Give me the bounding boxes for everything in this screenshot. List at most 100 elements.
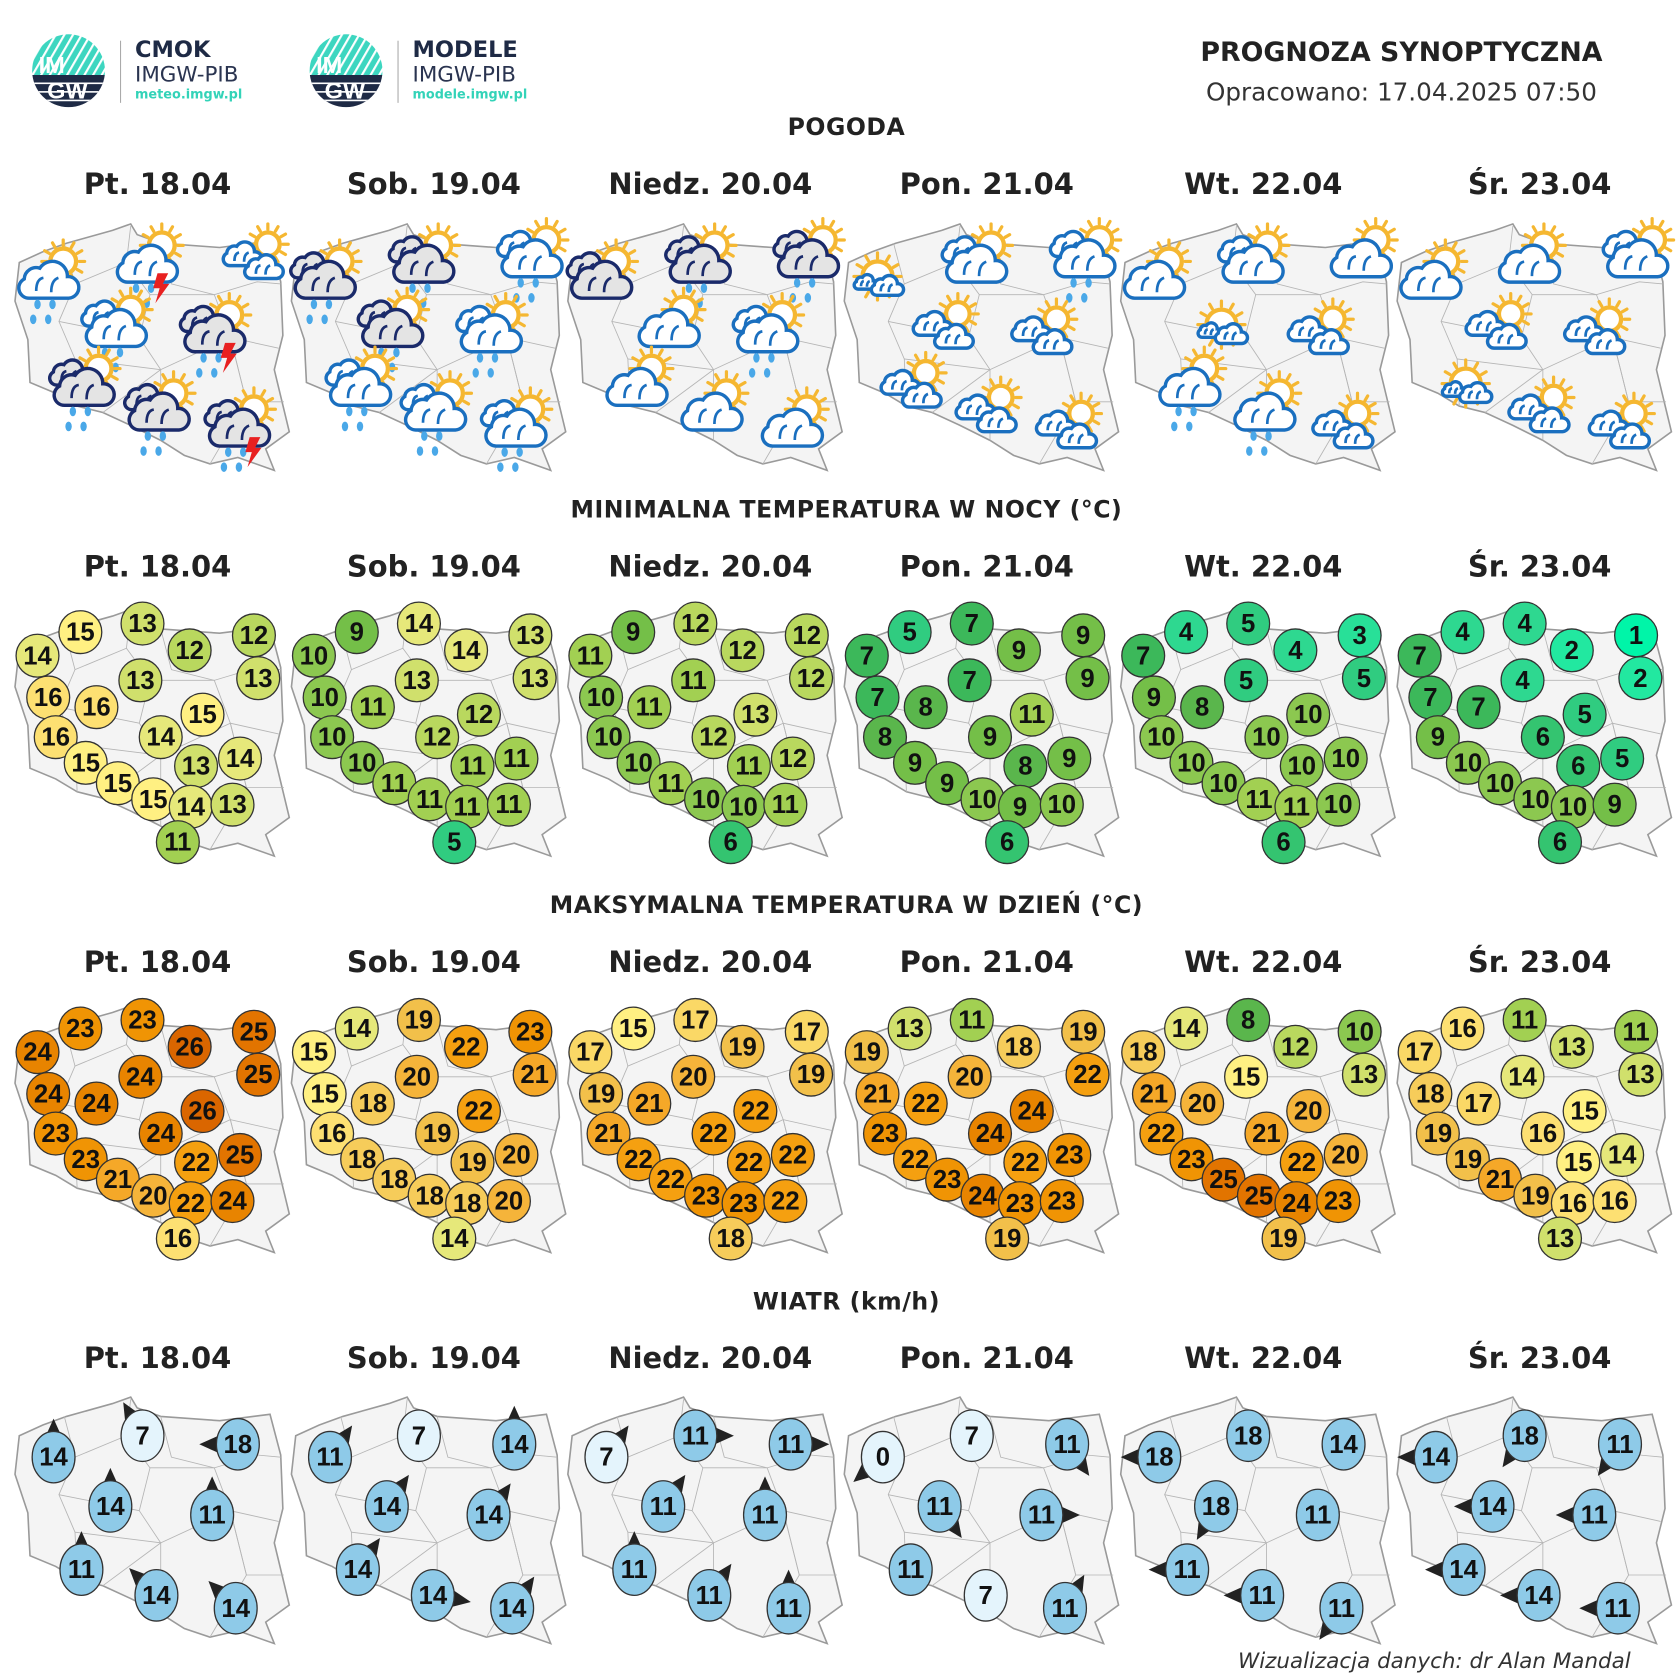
temperature-marker: 15: [1224, 1054, 1269, 1099]
temperature-marker: 5: [1341, 656, 1387, 701]
temperature-marker: 18: [708, 1216, 753, 1261]
temperature-marker: 6: [1261, 820, 1306, 865]
temperature-circle: [892, 1137, 938, 1182]
cloud-shape: [947, 245, 1007, 282]
temperature-marker: 16: [1520, 1111, 1565, 1156]
temperature-circle: [763, 782, 808, 827]
voivodeship-border: [627, 1531, 714, 1544]
voivodeship-border: [979, 1076, 1108, 1131]
voivodeship-border: [904, 1531, 991, 1544]
temperature-value: 19: [993, 1225, 1022, 1253]
temperature-value: 5: [1357, 665, 1371, 693]
temperature-marker: 10: [721, 784, 766, 829]
temperature-marker: 23: [684, 1173, 729, 1218]
temperature-circle: [1180, 685, 1225, 730]
temperature-circle: [1592, 1179, 1637, 1224]
temperature-value: 19: [797, 1061, 826, 1089]
temperature-marker: 23: [33, 1111, 78, 1156]
temperature-marker: 5: [1224, 658, 1269, 703]
weather-icon-overcast-rain: [666, 224, 736, 308]
temperature-value: 25: [1209, 1166, 1238, 1194]
temperature-value: 23: [71, 1146, 100, 1174]
temperature-circle: [611, 1006, 656, 1051]
temperature-marker: 23: [120, 997, 165, 1043]
logo-modele[interactable]: IM GW MODELE IMGW-PIB modele.imgw.pl: [308, 32, 544, 111]
day-header: Pon. 21.04: [899, 1342, 1074, 1376]
temperature-circle: [1397, 633, 1442, 678]
temperature-value: 7: [1136, 642, 1150, 670]
wind-marker: 11: [190, 1476, 235, 1542]
logo-cmok[interactable]: IM GW CMOK IMGW-PIB meteo.imgw.pl: [30, 32, 266, 111]
temperature-marker: 22: [892, 1137, 938, 1182]
temperature-value: 24: [34, 1081, 63, 1109]
wind-speed-circle: [190, 1488, 235, 1542]
temperature-value: 22: [1287, 1149, 1316, 1177]
voivodeship-border: [1457, 1531, 1543, 1544]
cloud-shape: [738, 315, 798, 352]
temperature-marker: 24: [26, 1071, 71, 1117]
voivodeship-border: [1335, 1510, 1390, 1576]
temperature-value: 21: [635, 1090, 664, 1118]
logo-url-link[interactable]: modele.imgw.pl: [412, 86, 528, 102]
temperature-value: 9: [940, 770, 954, 798]
temperature-value: 11: [1245, 786, 1272, 814]
wind-marker: 11: [1045, 1417, 1090, 1476]
wind-marker: 11: [687, 1563, 732, 1622]
temperature-circle: [512, 1052, 557, 1097]
temperature-marker: 7: [1408, 675, 1453, 720]
wind-speed-circle: [1441, 1543, 1486, 1597]
temperature-value: 22: [699, 1120, 728, 1148]
temperature-value: 2: [1633, 665, 1647, 693]
voivodeship-border: [1208, 1542, 1267, 1587]
temperature-circle: [444, 1024, 489, 1069]
temperature-value: 23: [1177, 1146, 1206, 1174]
temperature-circle: [1164, 610, 1209, 655]
temperature-marker: 6: [1556, 744, 1601, 789]
temperature-circle: [720, 1024, 765, 1069]
wind-speed-circle: [1226, 1409, 1271, 1463]
voivodeship-border: [1180, 1044, 1233, 1067]
voivodeship-border: [782, 1510, 837, 1576]
weather-map: [276, 220, 567, 483]
temperature-value: 15: [1232, 1063, 1261, 1091]
weather-map: [0, 220, 291, 483]
cloud-shape: [185, 315, 245, 352]
temperature-marker: 5: [1600, 736, 1645, 781]
temperature-circle: [486, 1179, 532, 1224]
logo-divider: [120, 40, 122, 103]
temperature-marker: 10: [579, 675, 624, 720]
temperature-circle: [217, 1132, 263, 1178]
temperature-value: 13: [402, 667, 431, 695]
temperature-circle: [1121, 633, 1166, 678]
temperature-marker: 17: [1397, 1030, 1442, 1075]
temperature-value: 14: [440, 1225, 469, 1253]
wind-speed-circle: [888, 1543, 933, 1597]
tmin-map: 7 4 5 4 3 5 5 9 8 10 10 10 10 10 10 10 11 11 10 6: [1106, 601, 1397, 868]
temperature-value: 5: [1241, 610, 1255, 638]
wind-speed-value: 7: [965, 1422, 979, 1450]
wind-marker: 14: [31, 1418, 76, 1484]
wind-speed-value: 7: [135, 1422, 149, 1450]
temperature-marker: 22: [616, 1137, 661, 1182]
temperature-marker: 13: [236, 656, 281, 701]
temperature-circle: [1600, 736, 1645, 781]
wind-speed-circle: [307, 1430, 353, 1484]
temperature-marker: 16: [1440, 1006, 1485, 1051]
wind-speed-value: 11: [650, 1493, 677, 1521]
temperature-value: 10: [1147, 724, 1176, 752]
temperature-marker: 8: [1180, 685, 1225, 730]
temperature-value: 24: [146, 1120, 175, 1148]
weather-icon-partly-cloudy: [1125, 240, 1191, 298]
temperature-circle: [1121, 1030, 1166, 1075]
temperature-value: 18: [1005, 1033, 1034, 1061]
logo-url-link[interactable]: meteo.imgw.pl: [135, 86, 243, 102]
temperature-circle: [1445, 740, 1490, 785]
temperature-value: 13: [895, 1015, 924, 1043]
temperature-value: 6: [1536, 724, 1550, 752]
temperature-circle: [512, 656, 557, 701]
day-header: Niedz. 20.04: [608, 550, 813, 584]
cloud-shape: [607, 368, 667, 405]
wind-speed-circle: [213, 1581, 258, 1635]
wind-speed-circle: [335, 1543, 380, 1597]
temperature-marker: 9: [967, 715, 1013, 760]
